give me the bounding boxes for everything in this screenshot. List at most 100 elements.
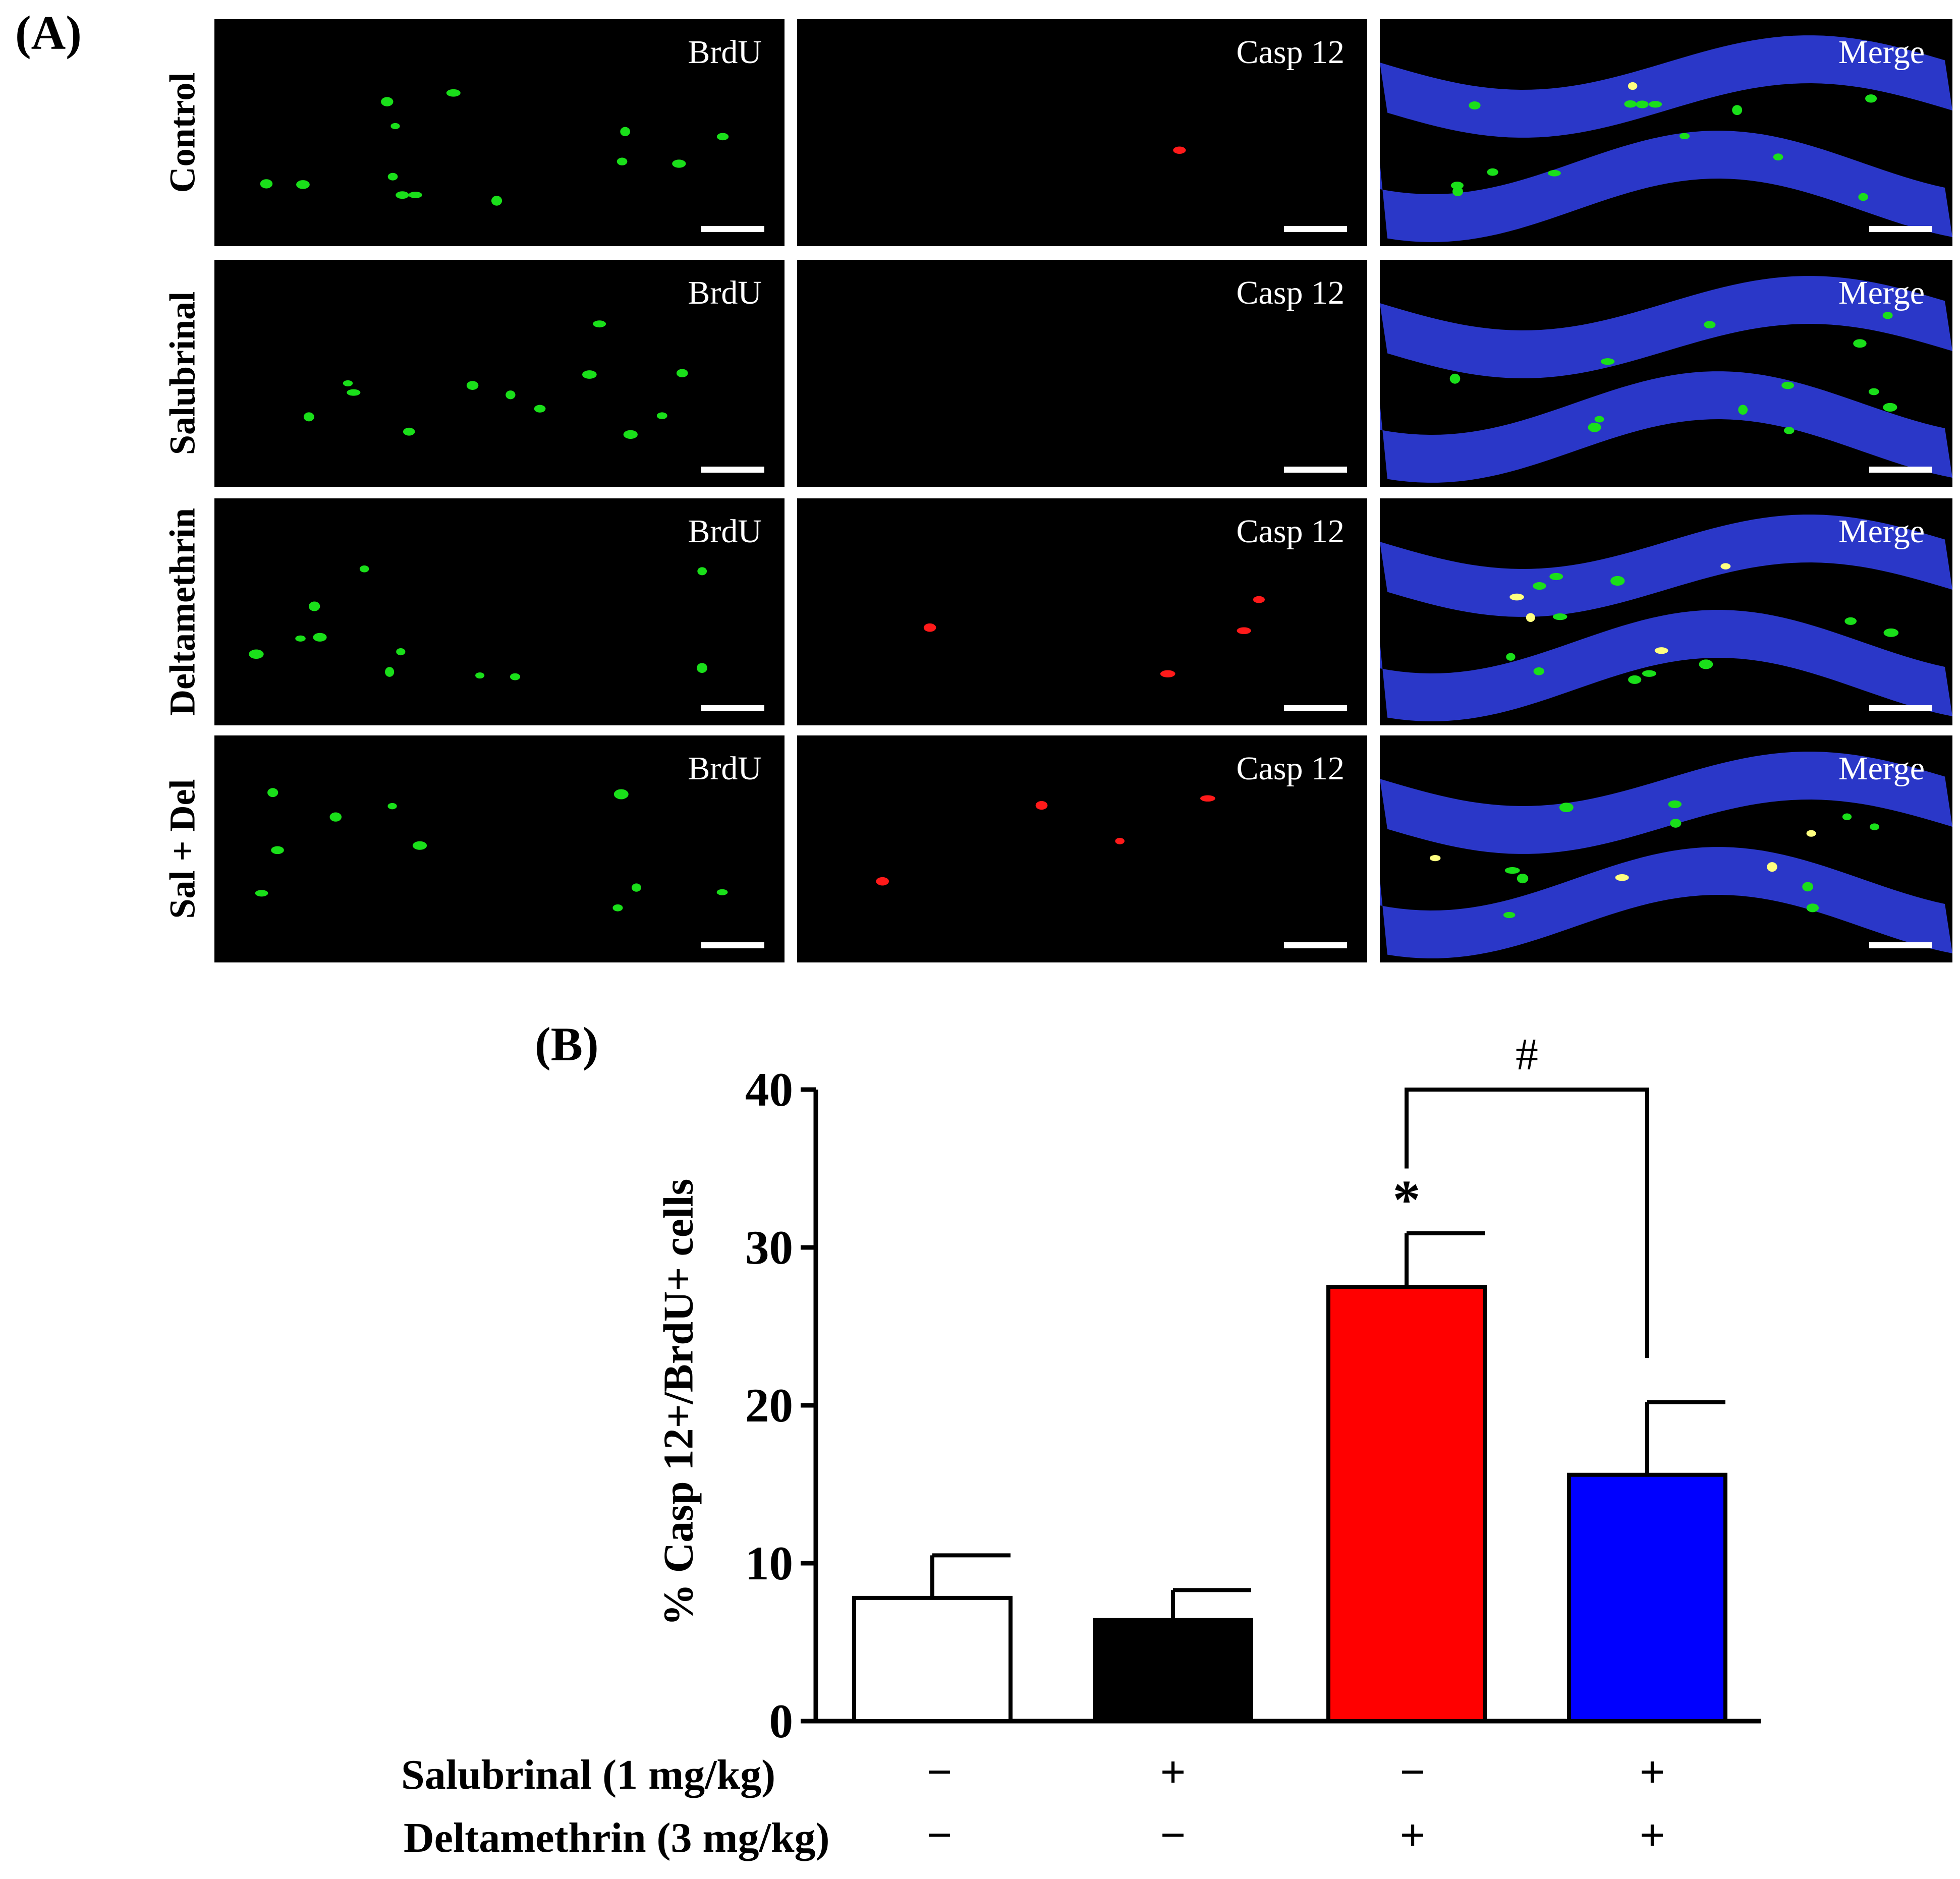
brdu-cell <box>271 846 284 855</box>
micrograph-image <box>260 89 729 206</box>
bar-1 <box>852 1596 1013 1724</box>
channel-label: Merge <box>1838 274 1925 311</box>
brdu-cell <box>1559 803 1574 813</box>
micrograph-2-1: BrdU <box>214 260 785 487</box>
channel-label: BrdU <box>688 513 762 550</box>
channel-label: Casp 12 <box>1236 513 1345 550</box>
merged-cell <box>1654 647 1668 654</box>
brdu-cell <box>656 412 667 419</box>
brdu-cell <box>1517 873 1529 884</box>
scale-bar <box>1284 705 1347 711</box>
scale-bar <box>1869 705 1932 711</box>
micrograph-image <box>876 795 1215 886</box>
brdu-cell <box>446 89 461 97</box>
casp12-cell <box>1035 801 1048 810</box>
brdu-cell <box>1449 373 1461 384</box>
channel-label: Merge <box>1838 750 1925 787</box>
panel-a-label: (A) <box>15 6 82 60</box>
brdu-cell <box>387 803 397 810</box>
brdu-cell <box>1628 675 1642 684</box>
merged-cell <box>1806 830 1816 837</box>
scale-bar <box>701 705 764 711</box>
brdu-cell <box>329 812 342 822</box>
brdu-cell <box>396 191 409 199</box>
brdu-cell <box>303 412 314 422</box>
brdu-cell <box>249 649 264 659</box>
brdu-cell <box>1704 321 1716 329</box>
brdu-cell <box>1549 573 1563 581</box>
brdu-cell <box>1610 576 1625 586</box>
significance-bracket <box>1405 1088 1649 1358</box>
micrograph-1-2: Casp 12 <box>797 19 1367 246</box>
condition-sign: − <box>1160 1810 1186 1860</box>
brdu-cell <box>1533 667 1545 675</box>
brdu-cell <box>534 405 546 413</box>
brdu-cell <box>1624 100 1637 108</box>
brdu-cell <box>697 567 707 576</box>
merged-cell <box>1429 855 1441 862</box>
scale-bar <box>1284 467 1347 473</box>
brdu-cell <box>1806 903 1819 913</box>
casp12-cell <box>1173 146 1186 154</box>
brdu-cell <box>1548 170 1561 177</box>
brdu-cell <box>582 370 597 379</box>
brdu-cell <box>466 381 479 390</box>
brdu-cell <box>1487 168 1498 176</box>
micrograph-image <box>303 320 688 439</box>
channel-label: BrdU <box>688 750 762 787</box>
brdu-cell <box>1773 153 1783 161</box>
brdu-cell <box>347 389 361 396</box>
merged-cell <box>1509 593 1524 601</box>
brdu-cell <box>412 841 427 850</box>
brdu-cell <box>613 789 629 800</box>
brdu-cell <box>1868 388 1879 395</box>
brdu-cell <box>396 648 406 656</box>
brdu-cell <box>696 663 707 673</box>
brdu-cell <box>381 97 394 106</box>
scale-bar <box>701 226 764 232</box>
brdu-cell <box>1670 819 1682 828</box>
brdu-cell <box>1842 813 1852 820</box>
dapi-band <box>1380 752 1952 854</box>
brdu-cell <box>1506 653 1516 661</box>
brdu-cell <box>1504 867 1520 874</box>
y-tick-label: 20 <box>745 1379 793 1432</box>
brdu-cell <box>676 369 688 378</box>
panel-b-label: (B) <box>535 1017 599 1071</box>
dapi-band <box>1380 847 1952 958</box>
brdu-cell <box>1870 823 1879 831</box>
condition-sign: + <box>1639 1747 1665 1797</box>
channel-label: BrdU <box>688 34 762 71</box>
micrograph-1-3: Merge <box>1380 19 1952 246</box>
brdu-cell <box>475 672 485 679</box>
micrograph-4-1: BrdU <box>214 735 785 962</box>
y-tick-label: 30 <box>745 1221 793 1274</box>
micrograph-image <box>1380 276 1952 483</box>
micrograph-4-2: Casp 12 <box>797 735 1367 962</box>
bar-2 <box>1093 1618 1253 1723</box>
brdu-cell <box>295 635 306 642</box>
condition-sign: − <box>926 1810 953 1860</box>
micrograph-1-1: BrdU <box>214 19 785 246</box>
brdu-cell <box>387 173 398 181</box>
scale-bar <box>1869 226 1932 232</box>
brdu-cell <box>620 127 630 137</box>
brdu-cell <box>1503 912 1516 919</box>
bar-3 <box>1326 1285 1487 1723</box>
brdu-cell <box>617 157 628 165</box>
brdu-cell <box>385 667 395 677</box>
dapi-band <box>1380 131 1952 242</box>
micrograph-image <box>1380 35 1952 242</box>
channel-label: Merge <box>1838 513 1925 550</box>
condition-label-2: Deltamethrin (3 mg/kg) <box>404 1814 830 1861</box>
casp12-cell <box>1200 795 1215 802</box>
micrograph-2-2: Casp 12 <box>797 260 1367 487</box>
dapi-band <box>1380 35 1952 138</box>
micrograph-image <box>1173 146 1186 154</box>
brdu-cell <box>1738 405 1748 415</box>
significance-star: * <box>1393 1169 1421 1230</box>
brdu-cell <box>1853 339 1867 348</box>
brdu-cell <box>1601 358 1615 365</box>
dapi-band <box>1380 371 1952 483</box>
